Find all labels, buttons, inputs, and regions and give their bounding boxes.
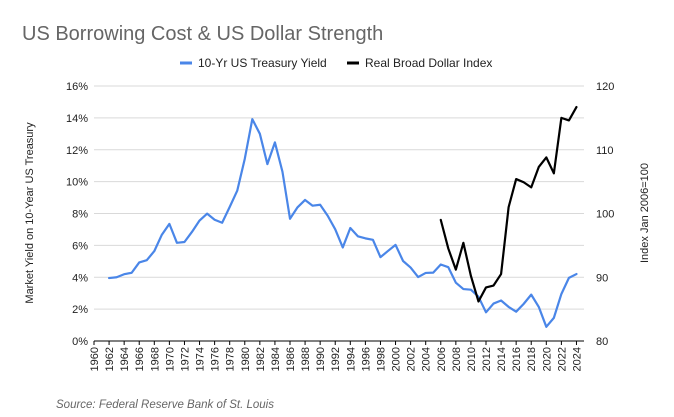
chart-title: US Borrowing Cost & US Dollar Strength (22, 23, 383, 45)
left-tick-label: 16% (66, 81, 88, 93)
x-tick-label: 1986 (285, 347, 297, 371)
x-tick-label: 1970 (164, 347, 176, 371)
left-axis-ticks: 0% 2% 4% 6% 8% 10% 12% 14% 16% (66, 81, 88, 348)
x-tick-label: 1998 (375, 347, 387, 371)
x-tick-label: 1966 (134, 347, 146, 371)
x-tick-label: 2014 (496, 347, 508, 371)
right-axis-ticks: 80 90 100 110 120 (596, 81, 614, 348)
x-tick-label: 2010 (466, 347, 478, 371)
x-tick-label: 1994 (345, 347, 357, 371)
x-tick-label: 2018 (526, 347, 538, 371)
x-tick-label: 1978 (225, 347, 237, 371)
x-tick-label: 2006 (436, 347, 448, 371)
right-tick-label: 80 (596, 336, 608, 348)
x-tick-label: 1974 (195, 347, 207, 371)
right-tick-label: 110 (596, 145, 614, 157)
legend-label-treasury-yield: 10-Yr US Treasury Yield (198, 56, 327, 70)
x-tick-label: 1976 (210, 347, 222, 371)
x-tick-label: 1972 (179, 347, 191, 371)
x-tick-label: 2004 (421, 347, 433, 371)
x-tick-label: 2008 (451, 347, 463, 371)
right-tick-label: 100 (596, 209, 614, 221)
series-lines (107, 105, 578, 328)
x-tick-label: 1982 (255, 347, 267, 371)
x-tick-label: 1980 (240, 347, 252, 371)
series-line-dollar-index (439, 105, 578, 303)
x-tick-label: 1996 (360, 347, 372, 371)
left-axis-title: Market Yield on 10-Year US Treasury (24, 122, 36, 304)
x-tick-label: 2024 (571, 347, 583, 371)
x-tick-label: 2012 (481, 347, 493, 371)
x-tick-label: 1984 (270, 347, 282, 371)
x-tick-label: 2016 (511, 347, 523, 371)
left-tick-label: 2% (72, 304, 88, 316)
legend: 10-Yr US Treasury Yield Real Broad Dolla… (180, 56, 492, 70)
legend-label-dollar-index: Real Broad Dollar Index (365, 56, 492, 70)
left-tick-label: 8% (72, 209, 88, 221)
left-tick-label: 6% (72, 240, 88, 252)
x-tick-label: 1964 (119, 347, 131, 371)
right-tick-label: 90 (596, 272, 608, 284)
gridlines (94, 85, 584, 310)
x-tick-label: 1988 (300, 347, 312, 371)
source-note: Source: Federal Reserve Bank of St. Loui… (56, 399, 274, 411)
x-tick-label: 2020 (541, 347, 553, 371)
left-tick-label: 14% (66, 113, 88, 125)
x-tick-label: 1968 (149, 347, 161, 371)
left-tick-label: 12% (66, 145, 88, 157)
right-axis-title: Index Jan 2006=100 (639, 163, 651, 263)
left-tick-label: 0% (72, 336, 88, 348)
x-tick-label: 2000 (391, 347, 403, 371)
series-line-treasury-yield (107, 118, 578, 328)
x-tick-label: 1962 (104, 347, 116, 371)
x-tick-label: 1960 (89, 347, 101, 371)
x-tick-label: 2002 (406, 347, 418, 371)
x-tick-label: 2022 (556, 347, 568, 371)
x-tick-label: 1992 (330, 347, 342, 371)
left-tick-label: 10% (66, 177, 88, 189)
x-axis-ticks: 1960 1962 1964 1966 1968 1970 1972 1974 1976 1978… (89, 341, 583, 371)
right-tick-label: 120 (596, 81, 614, 93)
left-tick-label: 4% (72, 272, 88, 284)
x-tick-label: 1990 (315, 347, 327, 371)
